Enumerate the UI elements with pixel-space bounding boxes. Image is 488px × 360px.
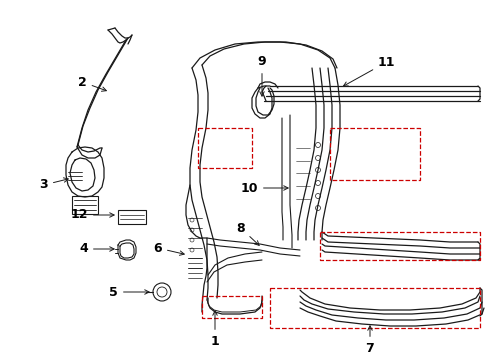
- Text: 8: 8: [236, 221, 259, 246]
- Text: 2: 2: [78, 76, 106, 91]
- Text: 5: 5: [109, 285, 149, 298]
- Text: 12: 12: [70, 208, 114, 221]
- Text: 3: 3: [40, 178, 68, 192]
- Text: 9: 9: [257, 55, 266, 96]
- Text: 4: 4: [79, 243, 114, 256]
- Bar: [118, 210, 146, 224]
- Text: 10: 10: [240, 181, 287, 194]
- Bar: [72, 196, 98, 214]
- Text: 6: 6: [153, 242, 184, 255]
- Text: 1: 1: [210, 311, 219, 348]
- Text: 7: 7: [365, 326, 374, 355]
- Text: 11: 11: [343, 55, 395, 86]
